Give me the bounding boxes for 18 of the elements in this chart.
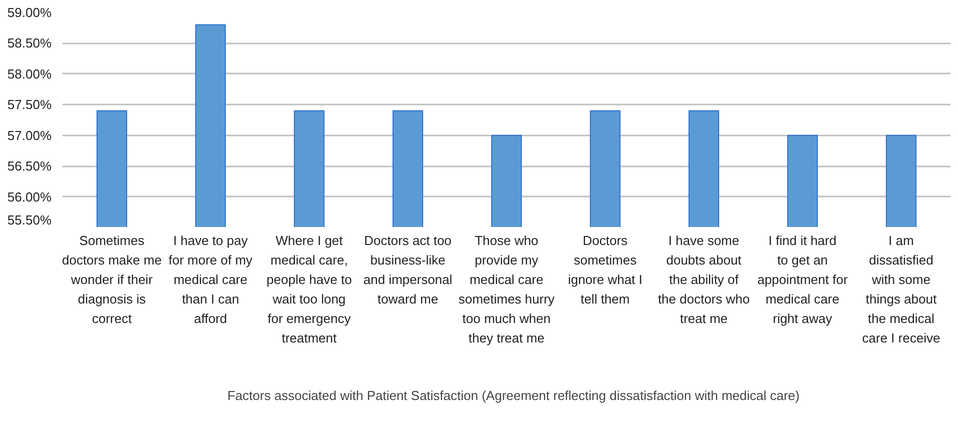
x-tick-label: Those who provide my medical care sometimes hurry too much when they treat me <box>458 232 556 346</box>
y-tick-label: 57.00% <box>7 128 52 143</box>
y-tick-label: 58.50% <box>7 36 52 51</box>
x-tick-label: Doctors sometimes ignore what I tell them <box>568 232 642 306</box>
x-tick-label: I have to pay for more of my medical care than I can afford <box>168 232 253 326</box>
y-tick-label: 56.00% <box>7 189 52 204</box>
y-tick-label: 57.50% <box>7 97 52 112</box>
x-tick-label: I find it hard to get an appointment for medical care right away <box>757 232 848 326</box>
y-tick-label: 58.00% <box>7 66 52 82</box>
text: Factors associated with Patient Satisfaction (Agreement reflecting dissatisfaction with medical care) <box>227 388 800 403</box>
y-tick-label: 59.00% <box>7 5 52 20</box>
x-tick-label: Doctors act too business-like and impersonal toward me <box>363 232 452 306</box>
x-tick-label: I am dissatisfied with some things about the medical care I receive <box>862 232 940 346</box>
y-tick-label: 55.50% <box>7 212 52 228</box>
y-tick-label: 56.50% <box>7 158 52 174</box>
x-tick-label: I have some doubts about the ability of the doctors who treat me <box>658 232 750 326</box>
x-tick-label: Sometimes doctors make me wonder if their diagnosis is correct <box>62 232 162 326</box>
x-tick-label: Where I get medical care, people have to wait too long for emergency treatment <box>266 232 352 346</box>
